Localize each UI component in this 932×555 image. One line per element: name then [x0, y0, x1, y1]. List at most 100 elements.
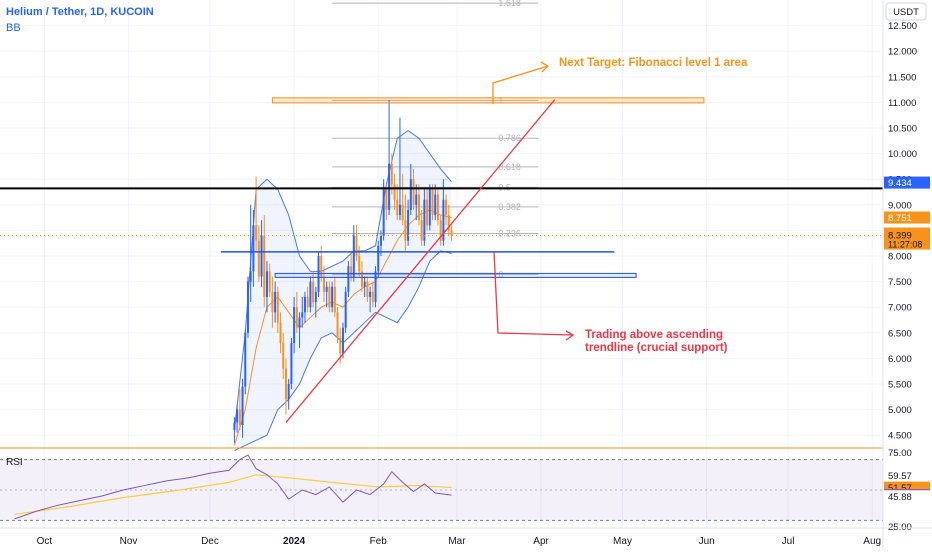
rsi-value-tag: [884, 469, 930, 482]
candle-body: [271, 291, 274, 313]
candle-body: [279, 322, 282, 344]
candle-body: [238, 409, 241, 425]
candle-body: [255, 225, 258, 241]
candle-body: [293, 307, 296, 344]
candle-body: [347, 266, 350, 292]
trend-arrow-head: [565, 330, 575, 341]
candle-body: [431, 189, 434, 216]
price-tick-label: 7.500: [888, 277, 912, 288]
candle-body: [252, 225, 255, 272]
candle-body: [369, 291, 372, 297]
candle-body: [290, 343, 293, 384]
candle-body: [295, 307, 298, 328]
time-tick-label: Oct: [37, 536, 53, 547]
candle-body: [352, 235, 355, 277]
candle-body: [312, 281, 315, 303]
price-tick-label: 5.000: [888, 405, 912, 416]
candle-body: [268, 271, 271, 292]
fibonacci-levels: 1.618 1 0.786 0.618 0.5 0.382 0.236 0: [332, 0, 539, 279]
candle-body: [366, 281, 369, 297]
candle-body: [388, 163, 391, 210]
candle-body: [333, 286, 336, 313]
candle-body: [244, 332, 247, 387]
candle-body: [404, 220, 407, 241]
target-arrow-head: [540, 61, 550, 73]
candle-body: [325, 286, 328, 292]
symbol-title: Helium / Tether, 1D, KUCOIN: [6, 6, 154, 18]
time-tick-label: Dec: [201, 536, 219, 547]
fib-label: 1: [498, 95, 503, 105]
candles: [233, 99, 453, 443]
fib-label: 0.236: [498, 228, 521, 238]
rsi-value-tag: [884, 490, 930, 503]
price-tick-label: 11.500: [888, 72, 916, 83]
last-price-tag: [884, 227, 930, 250]
candle-body: [423, 199, 426, 241]
candle-body: [401, 204, 404, 221]
time-tick-label: Aug: [863, 536, 881, 547]
candle-body: [284, 368, 287, 400]
indicator-label: BB: [6, 22, 21, 34]
candle-body: [276, 291, 279, 323]
rsi-value-label: 45.88: [888, 492, 912, 503]
candle-body: [328, 286, 331, 308]
candle-body: [355, 235, 358, 256]
candle-body: [233, 422, 236, 431]
countdown-label: 11:27:08: [888, 240, 922, 250]
candle-body: [439, 220, 442, 241]
time-tick-label: Apr: [533, 536, 549, 547]
rsi-ma-line: [14, 474, 452, 515]
price-tick-label: 6.000: [888, 354, 912, 365]
time-tick-label: Mar: [448, 536, 466, 547]
candle-body: [409, 179, 412, 210]
candle-body: [249, 271, 252, 282]
candle-body: [363, 281, 366, 287]
candle-body: [350, 266, 353, 277]
candle-body: [436, 194, 439, 221]
candle-body: [390, 163, 393, 185]
candle-body: [344, 291, 347, 328]
fib-label: 0.5: [498, 182, 511, 192]
candle-body: [336, 312, 339, 338]
candle-body: [317, 256, 320, 292]
candle-body: [428, 189, 431, 226]
price-tick-label: 10.000: [888, 149, 917, 160]
candle-body: [396, 199, 399, 216]
rsi-tick-label: 75.00: [888, 448, 912, 459]
target-annotation: Next Target: Fibonacci level 1 area: [559, 57, 748, 69]
candle-body: [260, 235, 263, 277]
ascending-trendline: [285, 99, 556, 423]
candle-body: [303, 296, 306, 313]
currency-box: [885, 2, 927, 21]
fib-label: 0: [498, 269, 503, 279]
price-tick-label: 7.000: [888, 303, 912, 314]
rsi-line: [14, 454, 452, 520]
time-tick-label: Nov: [120, 536, 138, 547]
price-tick-label: 11.000: [888, 98, 916, 109]
candle-body: [445, 199, 448, 216]
time-tick-label: 2024: [283, 536, 306, 547]
candle-body: [274, 291, 277, 313]
candle-body: [412, 179, 415, 205]
candle-body: [450, 230, 453, 236]
trend-annotation-line-2: trendline (crucial support): [585, 342, 728, 354]
fib-label: 0.618: [498, 162, 521, 172]
target-zone: [271, 97, 705, 104]
time-tick-label: Jun: [699, 536, 715, 547]
price-tick-label: 9.000: [888, 200, 912, 211]
candle-body: [371, 291, 374, 303]
target-arrow: [492, 65, 549, 104]
candle-body: [434, 194, 437, 216]
candle-body: [322, 276, 325, 292]
candle-body: [417, 194, 420, 221]
candle-body: [442, 199, 445, 241]
price-tick-label: 5.500: [888, 380, 912, 391]
candle-body: [282, 343, 285, 369]
price-tick-label: 12.500: [888, 21, 917, 32]
price-tick-label: 10.500: [888, 124, 917, 135]
candle-body: [358, 256, 361, 272]
candle-body: [415, 194, 418, 205]
time-tick-label: May: [613, 536, 632, 547]
